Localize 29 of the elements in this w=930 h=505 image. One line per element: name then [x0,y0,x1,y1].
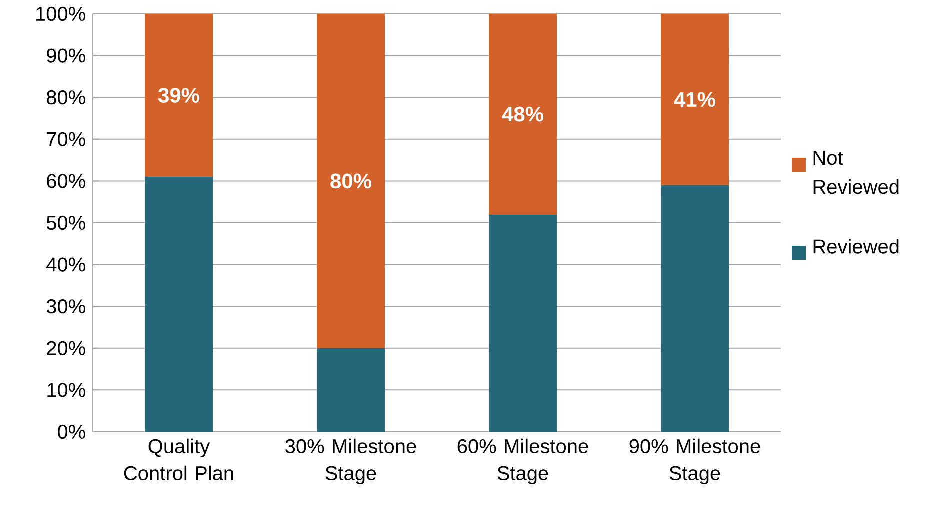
bar [145,14,214,178]
x-tick-label: 90% Milestone Stage [630,438,760,484]
bar [145,177,214,432]
y-tick-label: 40% [46,258,86,272]
y-tick-label: 80% [46,90,86,105]
y-tick-label: 100% [36,6,86,22]
bar [661,185,729,432]
y-tick-label: 50% [46,216,86,230]
y-tick-label: 0% [58,424,86,440]
legend-label: Not Reviewed [814,151,899,194]
y-tick-label: 60% [47,174,86,188]
bar [317,348,385,432]
y-tick-label: 90% [47,48,86,63]
legend-label: Reviewed [814,239,899,254]
y-tick-label: 20% [47,341,86,356]
data-label: 39% [158,88,200,103]
x-tick-label: 30% Milestone Stage [286,438,416,484]
bar [317,14,385,348]
bar [489,214,557,432]
y-tick-label: 10% [48,383,86,398]
x-tick-label: 60% Milestone Stage [458,438,588,484]
y-tick-label: 70% [47,132,86,146]
data-label: 41% [674,92,716,108]
bar [489,14,557,215]
x-tick-label: Quality Control Plan [124,438,234,481]
data-label: 48% [502,106,544,122]
y-tick-label: 30% [46,300,86,314]
data-label: 80% [330,174,372,189]
bar [661,14,729,186]
